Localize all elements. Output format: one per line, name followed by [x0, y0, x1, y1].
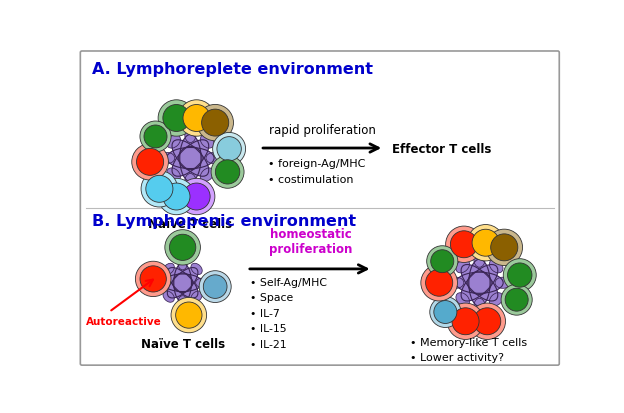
- Ellipse shape: [505, 289, 528, 311]
- Ellipse shape: [167, 268, 198, 298]
- Ellipse shape: [426, 270, 453, 297]
- Ellipse shape: [200, 169, 214, 182]
- Ellipse shape: [217, 137, 241, 161]
- Ellipse shape: [173, 273, 192, 293]
- Ellipse shape: [200, 135, 214, 149]
- Ellipse shape: [431, 250, 454, 273]
- Ellipse shape: [452, 308, 479, 335]
- Ellipse shape: [185, 128, 196, 143]
- Text: A. Lymphoreplete environment: A. Lymphoreplete environment: [92, 62, 373, 77]
- Ellipse shape: [158, 179, 195, 215]
- Text: • Memory-like T cells
• Lower activity?: • Memory-like T cells • Lower activity?: [410, 337, 527, 362]
- Ellipse shape: [178, 100, 215, 137]
- Ellipse shape: [215, 160, 240, 185]
- Ellipse shape: [140, 122, 171, 152]
- Text: Autoreactive: Autoreactive: [85, 316, 162, 326]
- Ellipse shape: [167, 148, 214, 169]
- Ellipse shape: [167, 135, 180, 149]
- Ellipse shape: [178, 296, 187, 309]
- Ellipse shape: [141, 171, 178, 207]
- Ellipse shape: [456, 293, 469, 306]
- Ellipse shape: [501, 285, 532, 316]
- Ellipse shape: [175, 302, 202, 328]
- Ellipse shape: [178, 257, 187, 270]
- Ellipse shape: [170, 235, 196, 261]
- Ellipse shape: [448, 278, 464, 289]
- Ellipse shape: [490, 234, 518, 261]
- Ellipse shape: [489, 293, 503, 306]
- Ellipse shape: [202, 110, 229, 137]
- Ellipse shape: [163, 274, 202, 292]
- Ellipse shape: [469, 303, 505, 339]
- Ellipse shape: [467, 225, 504, 261]
- Ellipse shape: [447, 303, 484, 339]
- Ellipse shape: [456, 273, 503, 294]
- Ellipse shape: [183, 184, 210, 211]
- Ellipse shape: [203, 275, 227, 299]
- Ellipse shape: [504, 259, 536, 292]
- Ellipse shape: [486, 230, 522, 266]
- Ellipse shape: [495, 278, 510, 289]
- Ellipse shape: [472, 230, 499, 256]
- Ellipse shape: [140, 266, 167, 292]
- Ellipse shape: [474, 252, 485, 268]
- Text: • foreign-Ag/MHC
• costimulation: • foreign-Ag/MHC • costimulation: [268, 159, 365, 184]
- Ellipse shape: [185, 174, 196, 190]
- Ellipse shape: [183, 105, 210, 132]
- Ellipse shape: [489, 260, 503, 273]
- Ellipse shape: [178, 147, 202, 170]
- Ellipse shape: [474, 308, 501, 335]
- Text: Naïve T cells: Naïve T cells: [140, 337, 225, 350]
- FancyBboxPatch shape: [80, 52, 559, 365]
- Ellipse shape: [196, 278, 208, 288]
- Ellipse shape: [446, 226, 482, 263]
- Ellipse shape: [163, 291, 174, 302]
- Ellipse shape: [421, 265, 457, 301]
- Ellipse shape: [146, 176, 173, 203]
- Text: Naïve T cells: Naïve T cells: [149, 218, 232, 231]
- Ellipse shape: [430, 297, 461, 328]
- Text: B. Lymphopenic environment: B. Lymphopenic environment: [92, 214, 356, 229]
- Text: rapid proliferation: rapid proliferation: [269, 124, 376, 137]
- Text: homeostatic
proliferation: homeostatic proliferation: [269, 228, 352, 256]
- Ellipse shape: [434, 301, 457, 324]
- Text: Effector T cells: Effector T cells: [392, 142, 491, 155]
- Ellipse shape: [159, 153, 175, 164]
- Ellipse shape: [135, 261, 171, 297]
- Ellipse shape: [507, 263, 532, 287]
- Ellipse shape: [213, 133, 246, 166]
- Ellipse shape: [144, 126, 167, 149]
- Ellipse shape: [167, 169, 180, 182]
- Ellipse shape: [163, 184, 190, 211]
- Ellipse shape: [158, 100, 195, 137]
- Ellipse shape: [468, 271, 491, 295]
- Ellipse shape: [157, 278, 170, 288]
- Ellipse shape: [451, 231, 477, 258]
- Ellipse shape: [206, 153, 222, 164]
- Ellipse shape: [172, 140, 209, 177]
- Ellipse shape: [163, 263, 174, 275]
- Ellipse shape: [456, 260, 469, 273]
- Ellipse shape: [137, 149, 163, 176]
- Ellipse shape: [178, 179, 215, 215]
- Ellipse shape: [191, 291, 202, 302]
- Ellipse shape: [427, 246, 458, 277]
- Ellipse shape: [461, 265, 498, 301]
- Ellipse shape: [191, 263, 202, 275]
- Ellipse shape: [469, 259, 490, 306]
- Ellipse shape: [132, 144, 168, 180]
- Ellipse shape: [171, 298, 207, 333]
- Ellipse shape: [474, 299, 485, 314]
- Ellipse shape: [174, 263, 192, 303]
- Ellipse shape: [165, 230, 200, 266]
- Text: • Self-Ag/MHC
• Space
• IL-7
• IL-15
• IL-21: • Self-Ag/MHC • Space • IL-7 • IL-15 • I…: [250, 277, 327, 349]
- Ellipse shape: [461, 265, 498, 301]
- Ellipse shape: [172, 140, 209, 177]
- Ellipse shape: [180, 135, 201, 182]
- Ellipse shape: [197, 105, 233, 141]
- Ellipse shape: [211, 156, 244, 189]
- Ellipse shape: [199, 271, 231, 303]
- Ellipse shape: [163, 105, 190, 132]
- Ellipse shape: [167, 268, 198, 298]
